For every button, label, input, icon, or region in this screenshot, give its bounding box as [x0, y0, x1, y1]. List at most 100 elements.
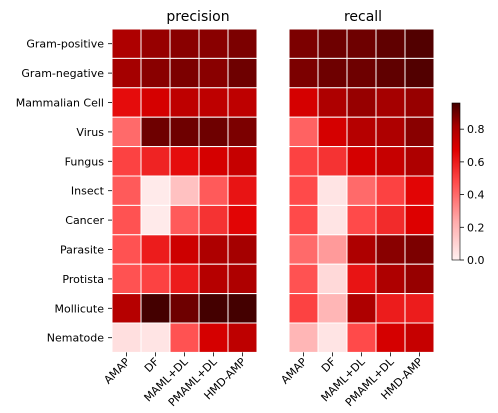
precision-cell-3-1	[140, 116, 171, 148]
precision-cell-3-0	[111, 116, 142, 148]
row-label: Nematode	[47, 332, 104, 345]
recall-cell-8-3	[375, 263, 406, 295]
precision-cell-0-1	[140, 28, 171, 59]
heatmap-panels	[111, 28, 435, 353]
recall-cell-7-0	[288, 234, 319, 265]
recall-cell-6-3	[375, 204, 406, 236]
precision-cell-6-0	[111, 204, 142, 236]
recall-cell-6-1	[317, 204, 348, 236]
precision-cell-1-3	[198, 57, 229, 89]
recall-cell-9-2	[346, 293, 377, 324]
recall-cell-1-1	[317, 57, 348, 89]
recall-cell-0-1	[317, 28, 348, 59]
precision-cell-0-2	[169, 28, 200, 59]
precision-cell-9-4	[227, 293, 258, 324]
precision-cell-6-1	[140, 204, 171, 236]
precision-cell-4-2	[169, 146, 200, 177]
column-label: AMAP	[101, 355, 132, 386]
precision-cell-8-0	[111, 263, 142, 295]
row-label: Mammalian Cell	[16, 97, 104, 110]
precision-cell-0-0	[111, 28, 142, 59]
precision-cell-9-3	[198, 293, 229, 324]
recall-cell-7-4	[404, 234, 435, 265]
recall-cell-4-4	[404, 146, 435, 177]
recall-cell-1-4	[404, 57, 435, 89]
precision-cell-10-3	[198, 322, 229, 353]
precision-cell-1-1	[140, 57, 171, 89]
precision-cell-2-2	[169, 87, 200, 118]
column-label: DF	[319, 355, 339, 375]
precision-cell-9-0	[111, 293, 142, 324]
recall-cell-9-0	[288, 293, 319, 324]
precision-cell-3-3	[198, 116, 229, 148]
precision-cell-7-3	[198, 234, 229, 265]
precision-cell-6-3	[198, 204, 229, 236]
precision-cell-5-1	[140, 175, 171, 206]
recall-cell-10-1	[317, 322, 348, 353]
recall-cell-8-1	[317, 263, 348, 295]
precision-cell-1-4	[227, 57, 258, 89]
recall-cell-4-1	[317, 146, 348, 177]
recall-cell-3-4	[404, 116, 435, 148]
precision-cell-7-0	[111, 234, 142, 265]
recall-cell-8-0	[288, 263, 319, 295]
recall-cell-10-2	[346, 322, 377, 353]
recall-cell-10-4	[404, 322, 435, 353]
recall-cell-0-0	[288, 28, 319, 59]
recall-cell-7-2	[346, 234, 377, 265]
precision-cell-0-4	[227, 28, 258, 59]
recall-cell-0-2	[346, 28, 377, 59]
row-label: Insect	[71, 185, 105, 198]
precision-cell-4-3	[198, 146, 229, 177]
precision-cell-5-4	[227, 175, 258, 206]
precision-cell-5-3	[198, 175, 229, 206]
precision-cell-4-4	[227, 146, 258, 177]
precision-cell-1-2	[169, 57, 200, 89]
recall-cell-2-0	[288, 87, 319, 118]
row-label: Fungus	[65, 155, 105, 168]
column-label: AMAP	[278, 355, 309, 386]
precision-cell-8-2	[169, 263, 200, 295]
precision-cell-2-1	[140, 87, 171, 118]
precision-cell-8-1	[140, 263, 171, 295]
precision-cell-8-4	[227, 263, 258, 295]
recall-cell-5-4	[404, 175, 435, 206]
colorbar-tick-label: 0.6	[467, 156, 485, 169]
recall-cell-1-0	[288, 57, 319, 89]
recall-cell-2-4	[404, 87, 435, 118]
precision-cell-8-3	[198, 263, 229, 295]
precision-cell-7-1	[140, 234, 171, 265]
row-label: Virus	[76, 126, 104, 139]
recall-cell-9-1	[317, 293, 348, 324]
colorbar	[451, 102, 461, 261]
colorbar-ticks: 0.0 0.2 0.4 0.6 0.8	[460, 123, 485, 267]
row-label: Parasite	[60, 244, 104, 257]
recall-cell-4-2	[346, 146, 377, 177]
precision-cell-2-3	[198, 87, 229, 118]
precision-cell-7-2	[169, 234, 200, 265]
colorbar-tick-label: 0.0	[467, 254, 485, 267]
precision-cell-10-2	[169, 322, 200, 353]
recall-cell-5-3	[375, 175, 406, 206]
recall-cell-9-4	[404, 293, 435, 324]
recall-cell-5-1	[317, 175, 348, 206]
recall-cell-0-3	[375, 28, 406, 59]
recall-cell-0-4	[404, 28, 435, 59]
precision-cell-2-0	[111, 87, 142, 118]
precision-cell-1-0	[111, 57, 142, 89]
precision-cell-5-2	[169, 175, 200, 206]
recall-cell-6-0	[288, 204, 319, 236]
row-label: Gram-positive	[26, 38, 104, 51]
recall-cell-4-3	[375, 146, 406, 177]
precision-cell-10-4	[227, 322, 258, 353]
precision-cell-3-2	[169, 116, 200, 148]
recall-cell-1-2	[346, 57, 377, 89]
precision-cell-4-0	[111, 146, 142, 177]
row-label: Gram-negative	[21, 67, 104, 80]
row-label: Mollicute	[55, 302, 105, 315]
precision-cell-3-4	[227, 116, 258, 148]
recall-cell-3-3	[375, 116, 406, 148]
precision-cell-5-0	[111, 175, 142, 206]
